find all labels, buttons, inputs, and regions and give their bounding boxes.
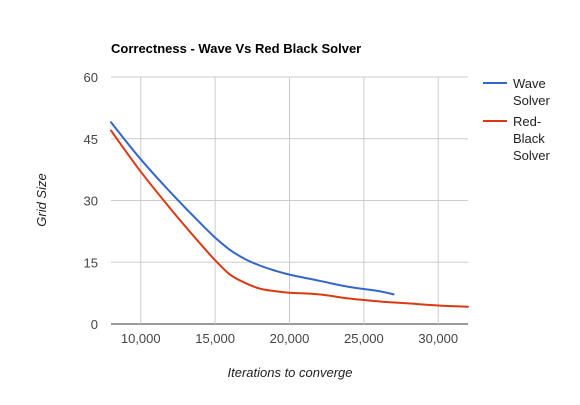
y-axis-title: Grid Size — [34, 173, 49, 226]
y-tick-label: 0 — [91, 317, 98, 332]
legend-entry-line: Wave — [513, 76, 546, 91]
legend-entry-line: Black — [513, 131, 545, 146]
legend: Wave Solver Red- Black Solver — [483, 76, 551, 163]
x-axis-title: Iterations to converge — [227, 365, 352, 380]
x-tick-label: 25,000 — [344, 331, 384, 346]
chart-title: Correctness - Wave Vs Red Black Solver — [111, 41, 361, 56]
legend-entry: Red- Black Solver — [513, 114, 551, 163]
series-line-red-black-solver — [110, 129, 469, 308]
y-tick-label: 60 — [84, 70, 98, 85]
legend-entry: Wave Solver — [513, 76, 551, 108]
y-tick-label: 15 — [84, 255, 98, 270]
series-line-wave-solver — [110, 121, 395, 296]
x-tick-label: 20,000 — [270, 331, 310, 346]
x-tick-label: 30,000 — [418, 331, 458, 346]
y-tick-label: 30 — [84, 194, 98, 209]
x-tick-label: 15,000 — [195, 331, 235, 346]
y-tick-label: 45 — [84, 132, 98, 147]
grid — [111, 76, 468, 325]
series-lines — [110, 121, 469, 308]
legend-entry-line: Solver — [513, 148, 551, 163]
legend-entry-line: Red- — [513, 114, 541, 129]
tick-labels: 0 15 30 45 60 10,000 15,000 20,000 25,000 30,000 — [84, 70, 459, 346]
legend-entry-line: Solver — [513, 93, 551, 108]
x-tick-label: 10,000 — [121, 331, 161, 346]
